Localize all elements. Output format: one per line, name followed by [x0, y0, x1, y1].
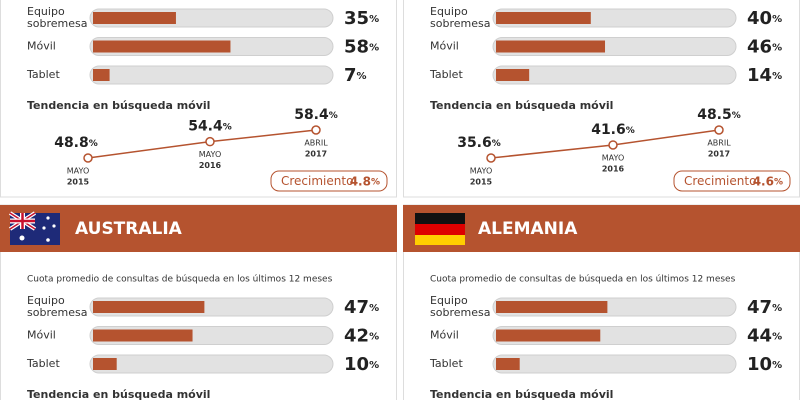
- panel-frame: [0, 0, 397, 198]
- bar: [93, 358, 117, 370]
- bar: [93, 301, 205, 313]
- bar-value-label: 44%: [747, 326, 782, 347]
- bar-value-label: 42%: [344, 326, 379, 347]
- bar-label: Tablet: [429, 68, 463, 81]
- trend-title: Tendencia en búsqueda móvil: [27, 388, 210, 400]
- bar-label: Equipo sobremesa: [27, 294, 87, 319]
- growth-label: Crecimiento: [281, 174, 353, 188]
- bar-label: Equipo sobremesa: [430, 294, 490, 319]
- bar-label: Móvil: [27, 40, 56, 53]
- bar-value-label: 10%: [747, 354, 782, 375]
- trend-point: [83, 153, 93, 163]
- trend-value-label: 48.8%: [54, 135, 98, 151]
- bar-label: Tablet: [429, 357, 463, 370]
- bar: [496, 69, 530, 81]
- trend-point: [486, 153, 496, 163]
- bar-label: Equipo sobremesa: [27, 5, 87, 30]
- growth-label: Crecimiento: [684, 174, 756, 188]
- trend-value-label: 48.5%: [697, 107, 741, 123]
- bar-track: [492, 65, 737, 85]
- bar: [496, 358, 520, 370]
- trend-year: 2015: [470, 178, 493, 187]
- bar-value-label: 40%: [747, 8, 782, 29]
- bar-label: Tablet: [26, 68, 60, 81]
- trend-value-label: 41.6%: [591, 122, 635, 138]
- bar-value-label: 47%: [747, 297, 782, 318]
- trend-point: [608, 140, 618, 150]
- panel-subtitle: Cuota promedio de consultas de búsqueda …: [430, 275, 736, 285]
- bar: [496, 329, 601, 342]
- trend-month: MAYO: [470, 167, 493, 176]
- bar-value-label: 46%: [747, 37, 782, 58]
- bar: [496, 301, 608, 313]
- trend-point: [205, 136, 215, 147]
- trend-year: 2016: [199, 161, 222, 170]
- bar-track: [492, 354, 737, 374]
- growth-badge: [270, 170, 388, 192]
- bar-value-label: 58%: [344, 37, 379, 58]
- bar: [93, 40, 231, 53]
- flag-australia: [8, 211, 60, 245]
- bar-label: Equipo sobremesa: [430, 5, 490, 30]
- trend-month: ABRIL: [707, 139, 731, 148]
- panel-header: [0, 205, 397, 252]
- growth-value: 4.6%: [753, 174, 783, 188]
- panel-subtitle: Cuota promedio de consultas de búsqueda …: [27, 275, 333, 285]
- trend-title: Tendencia en búsqueda móvil: [430, 99, 613, 112]
- trend-title: Tendencia en búsqueda móvil: [430, 388, 613, 400]
- trend-month: MAYO: [602, 153, 625, 162]
- trend-month: MAYO: [67, 167, 90, 176]
- trend-point: [311, 125, 321, 135]
- panel-title: AUSTRALIA: [75, 219, 183, 239]
- trend-point: [714, 125, 724, 135]
- bar-track: [89, 65, 334, 85]
- bar-value-label: 10%: [344, 354, 379, 375]
- bar: [93, 69, 110, 81]
- bar: [93, 12, 176, 24]
- trend-value-label: 35.6%: [457, 135, 501, 151]
- bar-label: Móvil: [27, 329, 56, 342]
- growth-badge: [673, 170, 791, 192]
- trend-month: ABRIL: [304, 139, 328, 148]
- trend-year: 2015: [67, 178, 90, 187]
- bar-track: [89, 354, 334, 374]
- trend-year: 2017: [305, 150, 327, 159]
- trend-month: MAYO: [199, 150, 222, 159]
- trend-title: Tendencia en búsqueda móvil: [27, 99, 210, 112]
- panel-header: [403, 205, 800, 252]
- growth-value: 4.8%: [350, 174, 380, 188]
- trend-year: 2016: [602, 164, 625, 173]
- panel-title: ALEMANIA: [478, 219, 578, 239]
- trend-value-label: 58.4%: [294, 107, 338, 123]
- bar-value-label: 14%: [747, 65, 782, 86]
- trend-year: 2017: [708, 150, 730, 159]
- bar-label: Tablet: [26, 357, 60, 370]
- bar-value-label: 47%: [344, 297, 379, 318]
- bar: [496, 12, 591, 24]
- bar-label: Móvil: [430, 40, 459, 53]
- trend-value-label: 54.4%: [188, 119, 232, 135]
- bar: [93, 329, 193, 342]
- bar-value-label: 7%: [344, 65, 367, 86]
- flag-germany: [415, 213, 465, 245]
- bar: [496, 40, 606, 53]
- bar-value-label: 35%: [344, 8, 379, 29]
- bar-label: Móvil: [430, 329, 459, 342]
